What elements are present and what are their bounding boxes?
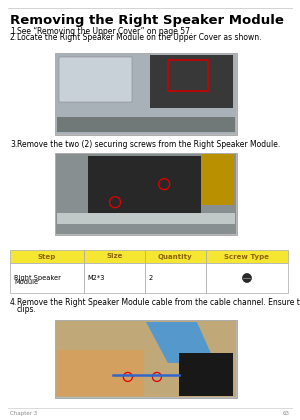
Text: Screw Type: Screw Type xyxy=(224,254,269,260)
Text: Remove the Right Speaker Module cable from the cable channel. Ensure that the ca: Remove the Right Speaker Module cable fr… xyxy=(17,298,300,307)
Bar xyxy=(56,54,236,134)
Circle shape xyxy=(242,273,251,283)
Text: 4.: 4. xyxy=(10,298,17,307)
Text: 2.: 2. xyxy=(10,33,17,42)
Bar xyxy=(57,349,144,396)
Bar xyxy=(56,154,236,234)
Text: Right Speaker: Right Speaker xyxy=(14,275,61,281)
Text: 3.: 3. xyxy=(10,140,17,149)
Text: Chapter 3: Chapter 3 xyxy=(10,411,37,416)
Text: See “Removing the Upper Cover” on page 57.: See “Removing the Upper Cover” on page 5… xyxy=(17,27,192,36)
Bar xyxy=(179,353,233,396)
Text: M2*3: M2*3 xyxy=(88,275,105,281)
Text: 1.: 1. xyxy=(10,27,17,36)
Bar xyxy=(56,321,236,397)
Bar xyxy=(55,320,237,398)
Bar xyxy=(84,250,145,263)
Text: 2: 2 xyxy=(149,275,153,281)
Bar xyxy=(55,153,237,235)
Text: Size: Size xyxy=(106,254,122,260)
Polygon shape xyxy=(146,322,215,363)
Text: Quantity: Quantity xyxy=(158,254,193,260)
Text: Step: Step xyxy=(38,254,56,260)
Bar xyxy=(59,57,132,102)
Bar xyxy=(206,263,288,293)
Bar xyxy=(201,154,233,205)
Text: clips.: clips. xyxy=(17,304,37,313)
Bar xyxy=(206,250,288,263)
Text: Module: Module xyxy=(14,279,38,285)
Bar xyxy=(57,117,235,132)
Bar xyxy=(145,263,206,293)
Bar xyxy=(10,250,84,263)
Bar xyxy=(145,250,206,263)
Text: Locate the Right Speaker Module on the Upper Cover as shown.: Locate the Right Speaker Module on the U… xyxy=(17,33,262,42)
Text: Remove the two (2) securing screws from the Right Speaker Module.: Remove the two (2) securing screws from … xyxy=(17,140,280,149)
Bar xyxy=(57,213,235,224)
Bar xyxy=(88,156,201,215)
Bar xyxy=(10,263,84,293)
Text: Removing the Right Speaker Module: Removing the Right Speaker Module xyxy=(10,14,284,27)
Text: 63: 63 xyxy=(283,411,290,416)
Bar xyxy=(168,60,208,91)
Bar xyxy=(150,55,233,108)
Bar xyxy=(84,263,145,293)
Bar xyxy=(55,53,237,135)
